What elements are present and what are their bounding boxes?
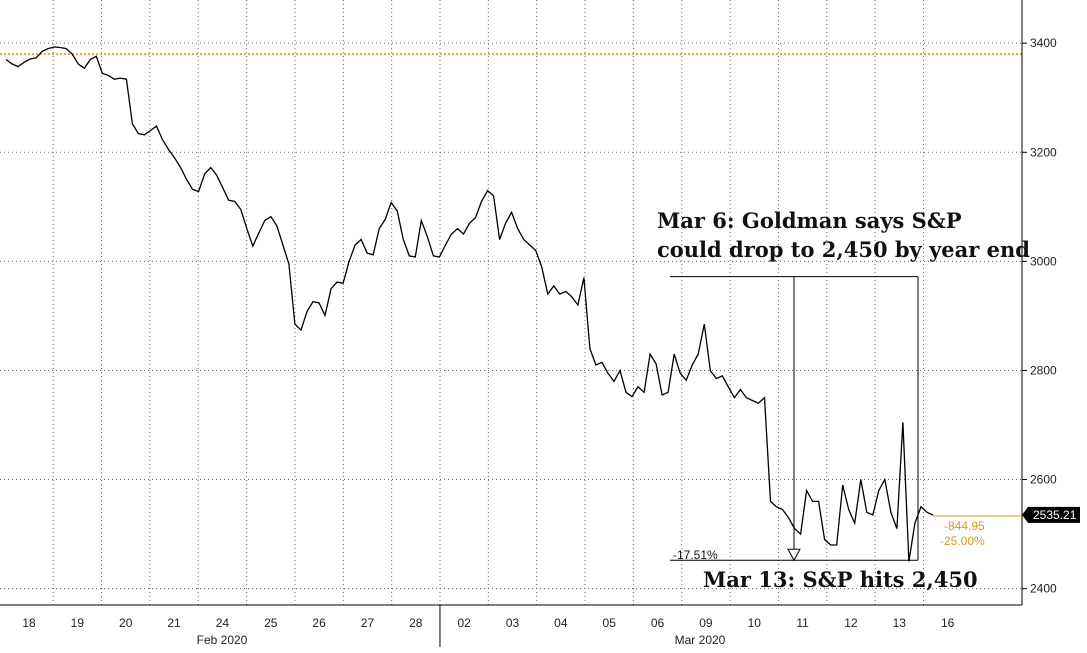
y-tick-label: 2400 [1030,582,1057,596]
x-tick-label: 21 [167,616,181,630]
x-tick-label: 11 [796,616,809,630]
x-tick-label: 26 [312,616,326,630]
month-label-feb: Feb 2020 [197,633,248,647]
x-tick-label: 16 [941,616,955,630]
x-tick-label: 05 [603,616,617,630]
x-tick-label: 28 [409,616,423,630]
series-line [5,46,934,562]
drop-percent-label: -17.51% [673,548,718,562]
y-tick-label: 2600 [1030,473,1057,487]
change-percent: -25.00% [940,534,985,548]
change-absolute: -844.95 [944,519,985,533]
x-tick-label: 03 [506,616,520,630]
x-tick-label: 02 [457,616,471,630]
drop-annotation [670,276,919,562]
x-tick-label: 06 [651,616,665,630]
x-axis: 18 19 20 21 24 25 26 27 28 02 03 04 05 06 09 10 11 12 13 16… [0,604,1022,647]
grid-lines [0,0,1022,605]
x-tick-label: 04 [554,616,568,630]
last-value-badge: 2535.21 [1022,506,1080,523]
y-tick-label: 2800 [1030,363,1057,377]
x-tick-label: 10 [748,616,762,630]
x-tick-label: 27 [361,616,375,630]
x-tick-label: 18 [22,616,36,630]
annotation-sp-hits: Mar 13: S&P hits 2,450 [703,567,978,592]
y-axis: 2400 2600 2800 3000 3200 3400 [1021,0,1057,605]
drop-arrow-head [787,548,801,562]
x-tick-label: 09 [699,616,713,630]
x-tick-label: 24 [216,616,230,630]
x-tick-label: 19 [71,616,85,630]
last-value-text: 2535.21 [1033,508,1077,522]
x-tick-label: 25 [264,616,278,630]
x-tick-label: 20 [119,616,133,630]
y-tick-label: 3200 [1030,145,1057,159]
x-tick-label: 13 [893,616,907,630]
annotation-goldman-line-1: Mar 6: Goldman says S&P [657,208,962,233]
y-tick-label: 3000 [1030,254,1057,268]
month-label-mar: Mar 2020 [675,633,726,647]
annotation-goldman-line-2: could drop to 2,450 by year end [657,237,1030,262]
x-tick-label: 12 [844,616,858,630]
y-tick-label: 3400 [1030,36,1057,50]
